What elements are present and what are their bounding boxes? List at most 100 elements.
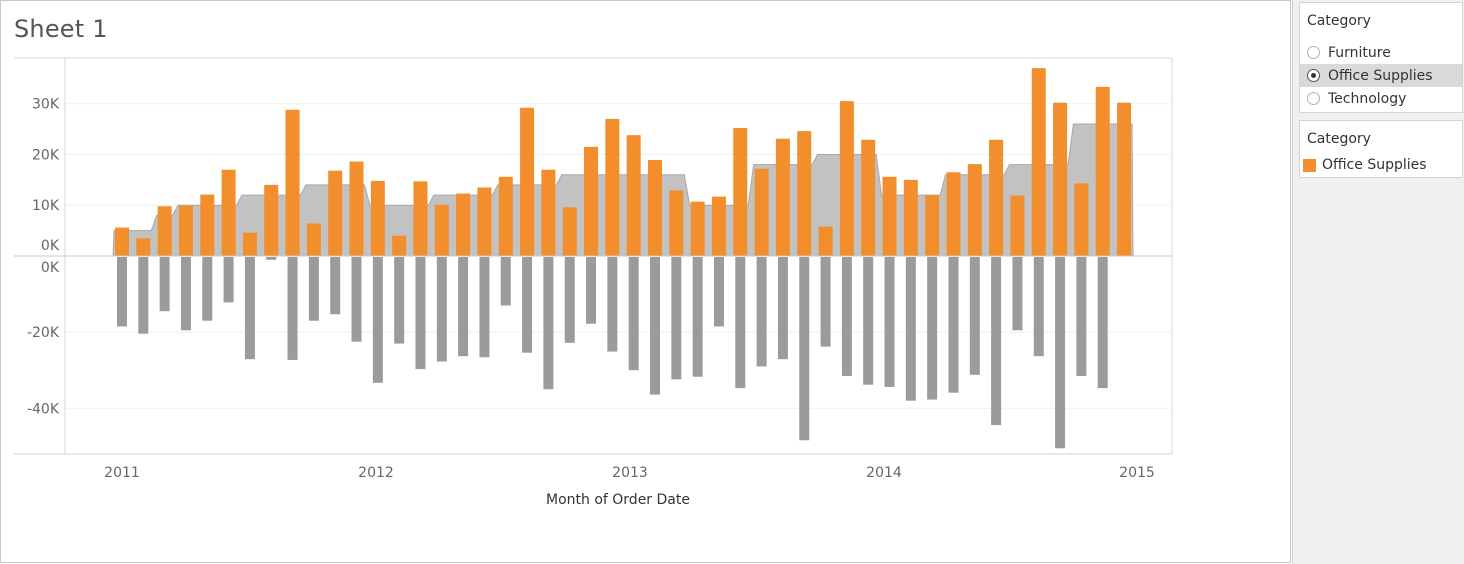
- bar-lower: [820, 257, 831, 347]
- bar-lower: [1076, 257, 1087, 376]
- legend-swatch: [1303, 158, 1316, 172]
- bar-upper: [392, 235, 407, 256]
- filter-option-technology[interactable]: Technology: [1300, 87, 1462, 110]
- bar-upper: [1053, 102, 1068, 256]
- bar-upper: [1031, 68, 1046, 257]
- bar-upper: [264, 184, 279, 256]
- bar-lower: [756, 257, 767, 367]
- bar-upper: [626, 135, 641, 256]
- bar-lower: [244, 257, 255, 360]
- bar-upper: [1010, 195, 1025, 256]
- legend-title: Category: [1307, 131, 1371, 147]
- y-tick-label-lower: 0K: [41, 260, 60, 276]
- bar-upper: [669, 190, 684, 256]
- bar-lower: [159, 257, 170, 312]
- bar-upper: [711, 196, 726, 256]
- bar-lower: [628, 257, 639, 371]
- bar-upper: [818, 226, 833, 256]
- y-tick-label-upper: 20K: [32, 147, 60, 163]
- bar-lower: [863, 257, 874, 385]
- bar-upper: [498, 176, 513, 256]
- bar-lower: [692, 257, 703, 377]
- bar-upper: [541, 169, 556, 256]
- worksheet-area: Sheet 1 0K 10K 20K 30K 0K -20K -40K 2011 2012 201…: [0, 0, 1291, 563]
- radio-icon[interactable]: [1307, 92, 1320, 105]
- bar-upper: [775, 138, 790, 256]
- bar-lower: [138, 257, 149, 334]
- bar-upper: [690, 201, 705, 256]
- bar-lower: [522, 257, 533, 353]
- bar-upper: [605, 118, 620, 256]
- bar-lower: [799, 257, 810, 441]
- category-filter-card: Category Furniture Office Supplies Techn…: [1299, 2, 1463, 113]
- bar-upper: [584, 146, 599, 256]
- bar-lower: [500, 257, 511, 306]
- x-tick-label: 2012: [358, 465, 394, 481]
- bar-upper: [413, 181, 428, 256]
- bar-lower: [991, 257, 1002, 426]
- bar-lower: [735, 257, 746, 389]
- bar-lower: [927, 257, 938, 400]
- bar-lower: [543, 257, 554, 390]
- sheet-title: Sheet 1: [14, 15, 108, 43]
- bar-lower: [650, 257, 660, 395]
- bar-lower: [1033, 257, 1044, 357]
- y-tick-label-upper: 30K: [32, 97, 60, 113]
- bar-upper: [370, 180, 385, 256]
- bar-upper: [989, 139, 1004, 256]
- bar-upper: [477, 187, 492, 256]
- bar-lower: [117, 257, 127, 327]
- bar-lower: [841, 257, 852, 376]
- bar-upper: [754, 168, 769, 256]
- bar-upper: [328, 170, 343, 256]
- bar-upper: [839, 101, 854, 257]
- bar-upper: [967, 164, 982, 256]
- bar-upper: [925, 195, 940, 256]
- bar-upper: [115, 227, 129, 256]
- filter-option-furniture[interactable]: Furniture: [1300, 41, 1462, 64]
- bar-upper: [903, 179, 918, 256]
- x-tick-label: 2011: [104, 465, 140, 481]
- bar-upper: [946, 172, 961, 256]
- bar-lower: [458, 257, 469, 357]
- bar-upper: [797, 131, 812, 256]
- x-tick-label: 2015: [1119, 465, 1155, 481]
- legend-item[interactable]: Office Supplies: [1300, 157, 1427, 173]
- bar-upper: [1095, 86, 1110, 256]
- bar-upper: [157, 206, 172, 256]
- bar-upper: [285, 109, 300, 257]
- y-tick-label-upper: 0K: [41, 238, 60, 254]
- y-tick-label-lower: -40K: [27, 401, 60, 417]
- bar-upper: [1117, 102, 1132, 256]
- bar-lower: [671, 257, 682, 380]
- filter-option-label: Furniture: [1328, 44, 1391, 61]
- radio-icon[interactable]: [1307, 69, 1320, 82]
- bar-upper: [861, 139, 876, 256]
- category-legend-card: Category Office Supplies: [1299, 120, 1463, 178]
- bar-lower: [607, 257, 618, 352]
- bar-upper: [882, 176, 897, 256]
- bar-lower: [202, 257, 213, 321]
- bar-upper: [349, 161, 364, 256]
- bar-upper: [1074, 183, 1089, 256]
- bar-lower: [287, 257, 298, 360]
- bar-lower: [777, 257, 788, 360]
- radio-icon[interactable]: [1307, 46, 1320, 59]
- bar-upper: [306, 223, 321, 256]
- bar-upper: [520, 107, 535, 256]
- bar-upper: [648, 160, 662, 256]
- bar-lower: [394, 257, 405, 344]
- bar-upper: [200, 194, 215, 256]
- bar-lower: [884, 257, 895, 387]
- bar-lower: [1012, 257, 1023, 331]
- bar-lower: [479, 257, 490, 358]
- y-tick-label-upper: 10K: [32, 198, 60, 214]
- bar-lower: [351, 257, 362, 342]
- filter-option-office-supplies[interactable]: Office Supplies: [1300, 64, 1462, 87]
- bar-lower: [1055, 257, 1066, 449]
- bar-lower: [436, 257, 447, 362]
- filter-option-label: Office Supplies: [1328, 67, 1433, 84]
- bar-lower: [372, 257, 383, 383]
- legend-item-label: Office Supplies: [1322, 157, 1427, 173]
- chart: 0K 10K 20K 30K 0K -20K -40K 2011 2012 2013 2014 201…: [14, 57, 1173, 508]
